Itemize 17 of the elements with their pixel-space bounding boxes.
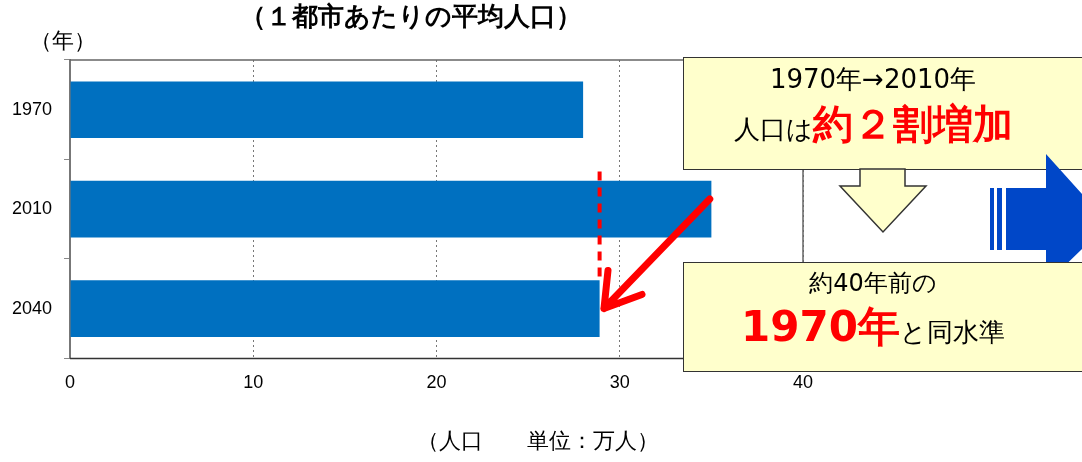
x-tick-label: 0 [65, 372, 76, 393]
x-tick-label: 10 [243, 372, 264, 393]
x-tick-label: 20 [426, 372, 447, 393]
x-tick-label: 40 [792, 372, 814, 393]
annotation: 1970年→2010年 [768, 63, 978, 96]
bar [70, 81, 584, 139]
x-tick-label: 30 [609, 372, 630, 393]
callout-box: 1970年→2010年 人口は約２割増加 [683, 57, 1082, 170]
x-axis-title: （人口 単位：万人） [416, 427, 659, 455]
annotation: 1970年 [741, 302, 900, 351]
y-axis-title: （年） [30, 27, 96, 55]
y-tick-label: 2010 [12, 198, 53, 219]
callout-box: 約40年前の 1970年と同水準 [683, 262, 1082, 372]
chart-title: （１都市あたりの平均人口） [240, 1, 582, 31]
y-tick-label: 1970 [12, 98, 53, 119]
y-tick-label: 2040 [12, 297, 53, 318]
annotation: 人口は [733, 114, 813, 144]
